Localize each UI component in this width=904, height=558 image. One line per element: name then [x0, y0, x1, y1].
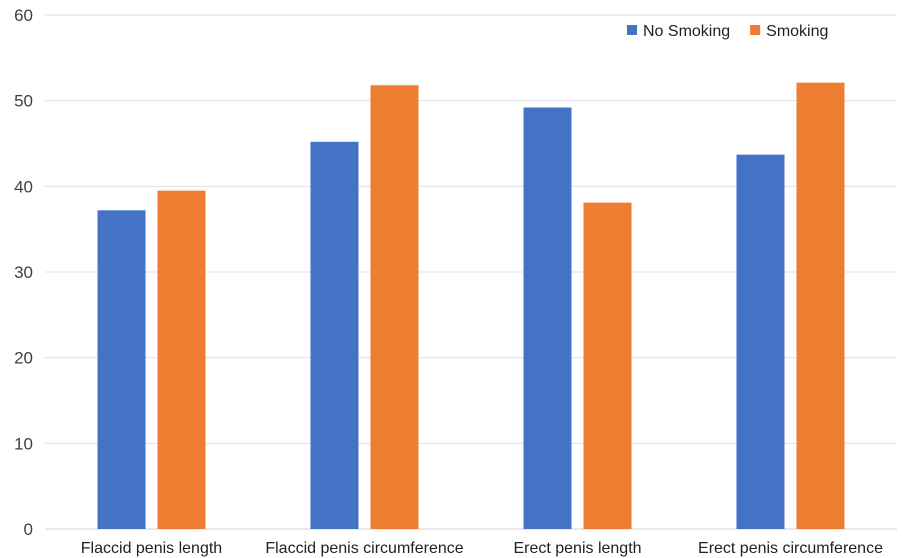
bar-smoking-0: [157, 190, 206, 529]
y-axis-ticks: 0 10 20 30 40 50 60: [14, 6, 33, 539]
legend-label: Smoking: [766, 23, 828, 40]
legend-label: No Smoking: [643, 23, 730, 40]
bar-smoking-2: [583, 202, 632, 530]
y-tick-label: 50: [14, 92, 33, 111]
bar-smoking-1: [370, 85, 419, 529]
bar-smoking-3: [796, 82, 845, 529]
legend-swatch-no-smoking: [627, 25, 637, 35]
y-tick-label: 20: [14, 349, 33, 368]
bar-no-smoking-1: [310, 141, 359, 529]
x-category-label: Flaccid penis length: [81, 540, 222, 557]
y-tick-label: 10: [14, 434, 33, 453]
bar-no-smoking-3: [736, 154, 785, 530]
y-tick-label: 0: [24, 520, 33, 539]
bar-no-smoking-0: [97, 210, 146, 529]
bar-no-smoking-2: [523, 107, 572, 530]
y-tick-label: 60: [14, 6, 33, 25]
y-tick-label: 40: [14, 177, 33, 196]
legend-swatch-smoking: [750, 25, 761, 35]
x-category-label: Flaccid penis circumference: [265, 540, 463, 557]
x-category-label: Erect penis length: [513, 540, 641, 557]
x-category-label: Erect penis circumference: [698, 540, 883, 557]
legend: No Smoking Smoking: [627, 23, 828, 40]
bars: [97, 82, 845, 530]
y-tick-label: 30: [14, 263, 33, 282]
x-axis-labels: Flaccid penis length Flaccid penis circum…: [81, 540, 883, 557]
